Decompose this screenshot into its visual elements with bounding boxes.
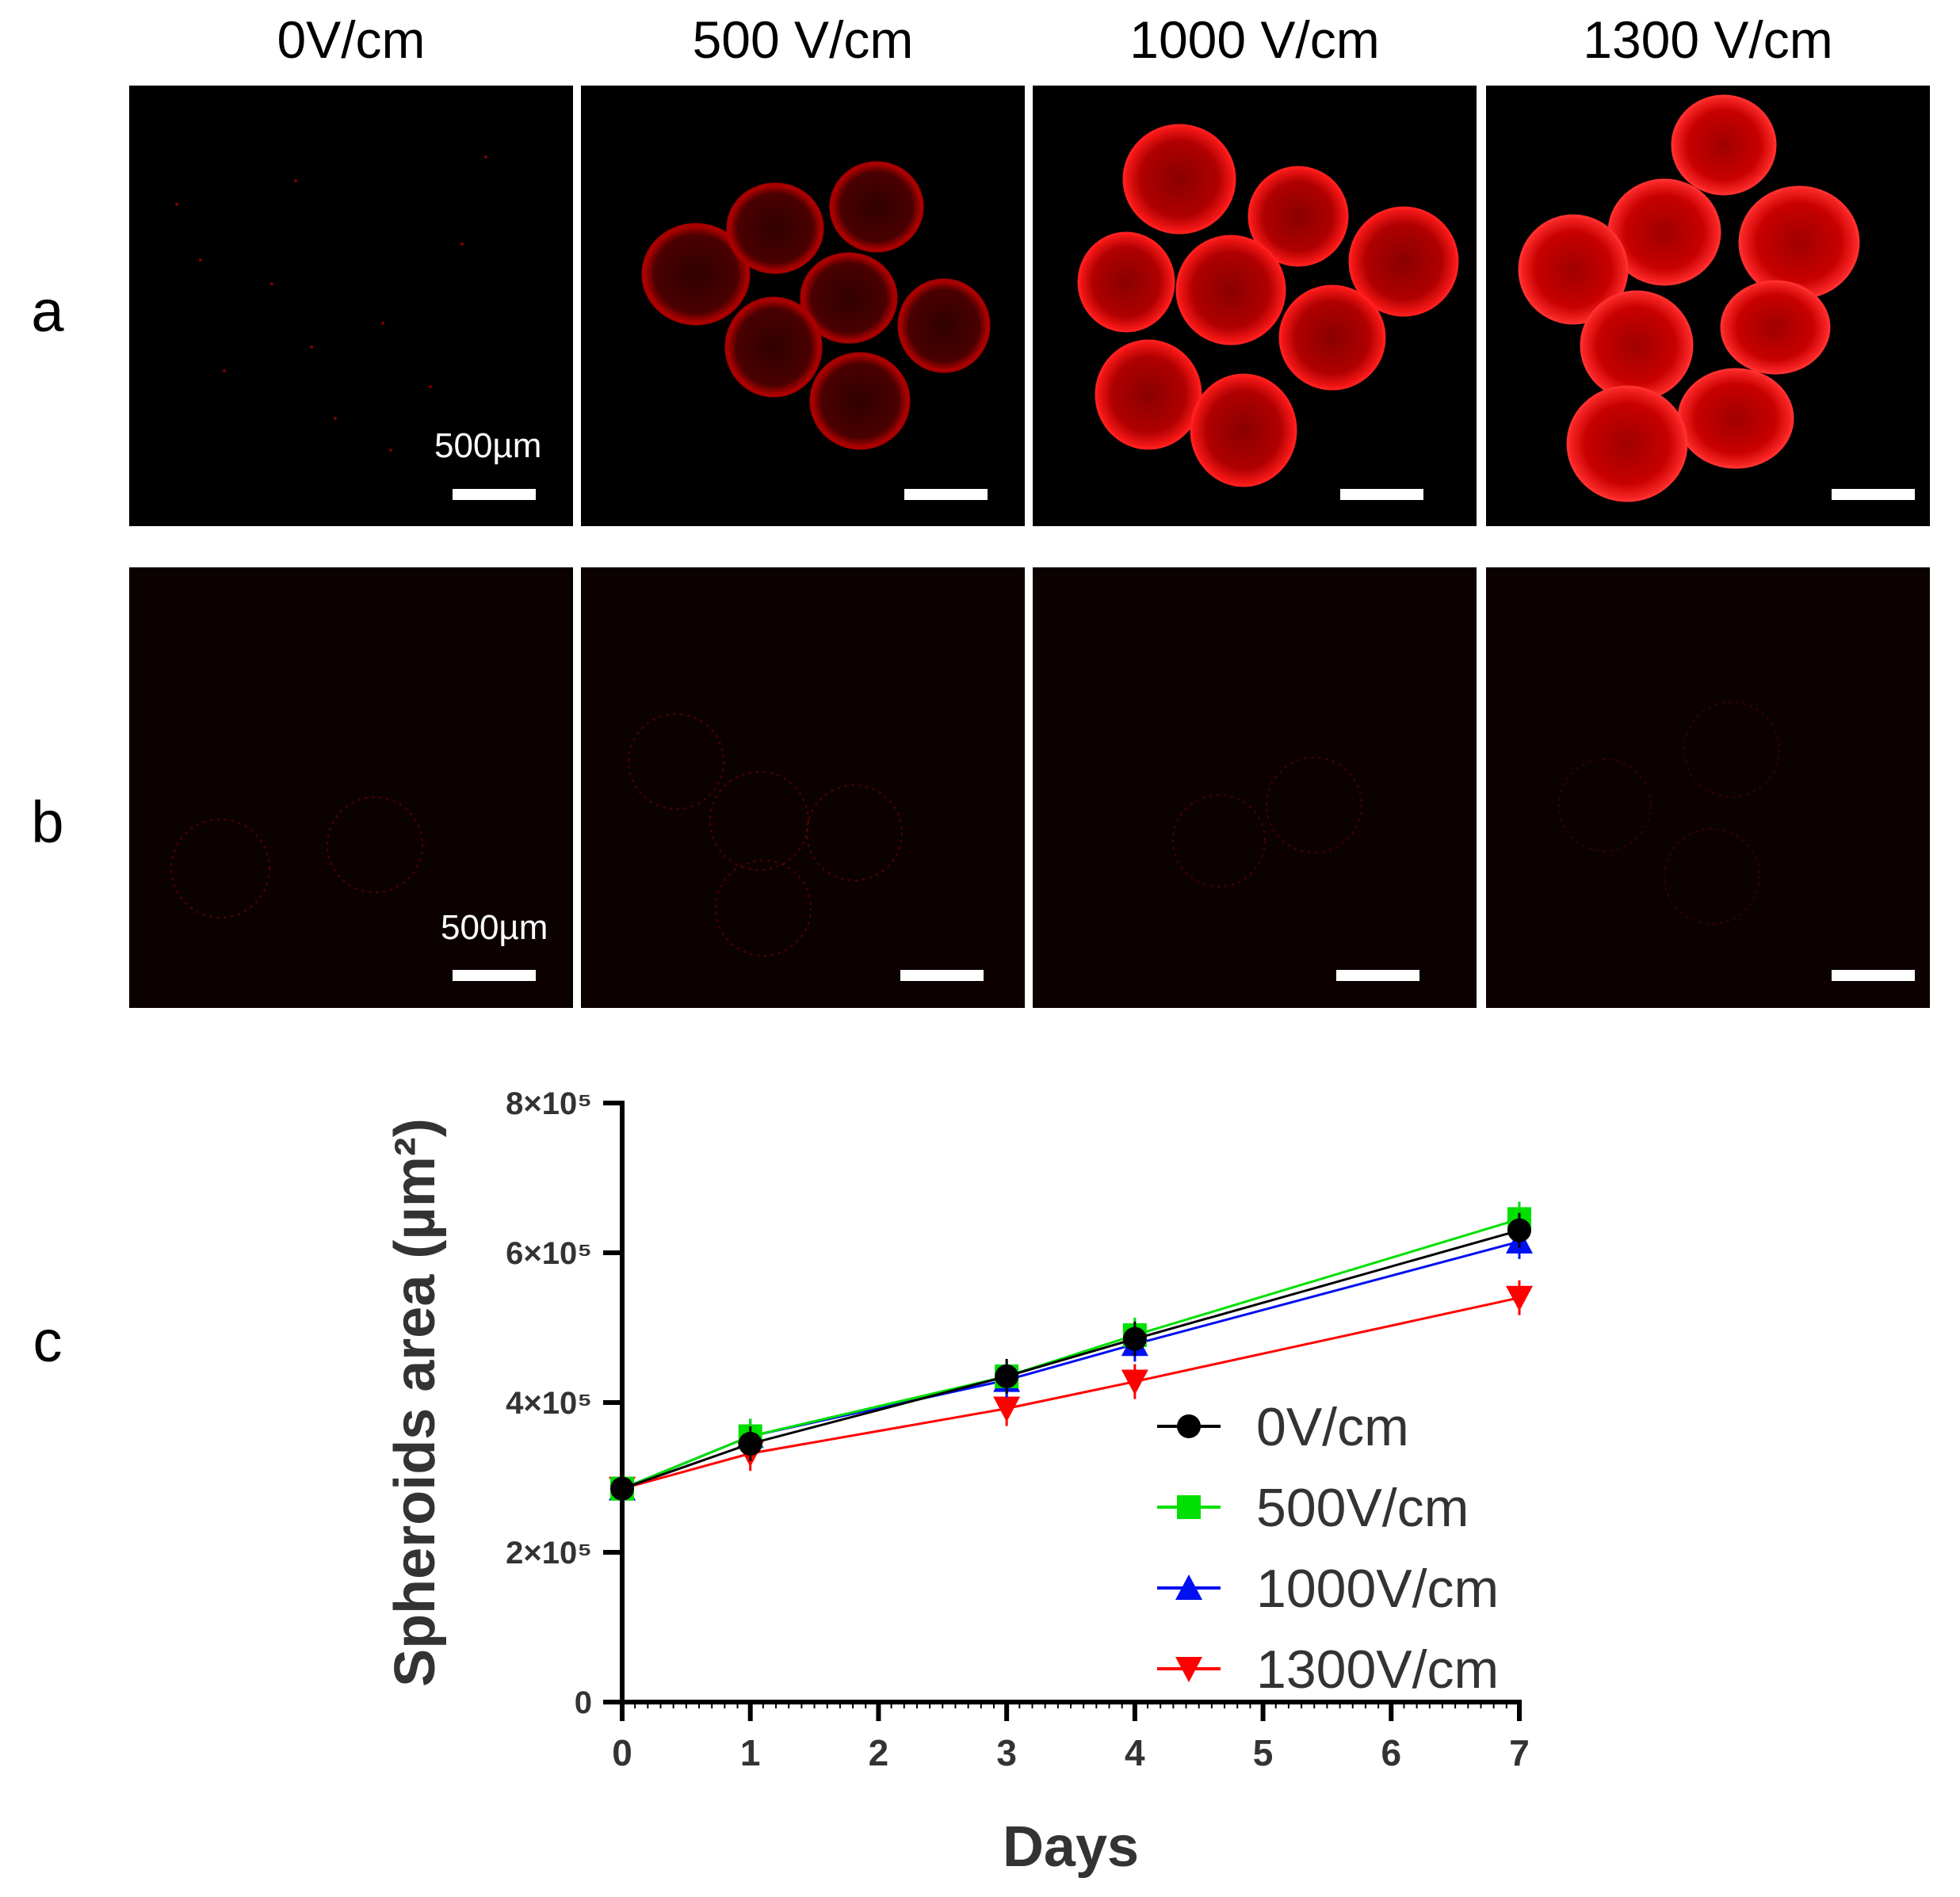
legend-marker: [1177, 1414, 1201, 1438]
legend-label: 1300V/cm: [1256, 1639, 1499, 1700]
column-title-500v: 500 V/cm: [692, 10, 914, 69]
scale-bar-label: 500µm: [441, 908, 548, 947]
scale-bar-label: 500µm: [434, 426, 542, 465]
scale-bar: [1832, 489, 1915, 500]
x-tick-label: 6: [1381, 1732, 1401, 1773]
data-point: [993, 1396, 1021, 1422]
x-tick-label: 3: [996, 1732, 1017, 1773]
scale-bar: [1340, 489, 1423, 500]
y-tick-label: 8×10⁵: [506, 1086, 592, 1121]
legend-marker: [1175, 1657, 1202, 1682]
legend-label: 0V/cm: [1256, 1397, 1409, 1457]
x-tick-label: 1: [740, 1732, 761, 1773]
scale-bar: [904, 489, 988, 500]
faint-spheroid-outlines: [628, 713, 903, 956]
x-tick-label: 4: [1125, 1732, 1145, 1773]
image-b-0v: 500µm: [129, 567, 573, 1008]
image-a-500v: [581, 86, 1025, 526]
data-point: [1122, 1326, 1147, 1351]
legend-label: 1000V/cm: [1256, 1559, 1499, 1619]
data-point: [738, 1431, 762, 1456]
legend-label: 500V/cm: [1256, 1478, 1469, 1538]
x-tick-label: 7: [1509, 1732, 1530, 1773]
faint-spheroid-outlines: [170, 796, 423, 918]
row-label-b: b: [31, 789, 64, 855]
scale-bar: [1336, 970, 1419, 981]
image-b-1300v: [1486, 567, 1930, 1008]
y-tick-label: 0: [575, 1685, 592, 1720]
series-line-1300V/cm: [621, 1296, 1520, 1490]
legend-marker: [1177, 1495, 1201, 1519]
faint-spheroid-outlines: [1558, 701, 1780, 925]
legend-marker: [1175, 1574, 1202, 1600]
y-axis-title: Spheroids area (µm²): [384, 1118, 447, 1687]
scale-bar: [453, 970, 536, 981]
data-point: [1121, 1369, 1148, 1395]
row-label-c: c: [32, 1308, 63, 1374]
x-tick-label: 0: [612, 1732, 632, 1773]
x-axis-title: Days: [1003, 1815, 1139, 1879]
column-title-1000v: 1000 V/cm: [1129, 10, 1380, 69]
image-a-0v: 500µm: [129, 86, 573, 526]
image-a-1300v: [1486, 86, 1930, 526]
sparse-red-dots: [175, 155, 487, 452]
image-b-1000v: [1033, 567, 1477, 1008]
scale-bar: [1832, 970, 1915, 981]
data-point: [610, 1476, 634, 1501]
column-title-0v: 0V/cm: [277, 10, 426, 69]
spheroid-cluster: [1518, 94, 1860, 502]
image-a-1000v: [1033, 86, 1477, 526]
row-label-a: a: [31, 278, 64, 344]
spheroid-cluster: [641, 161, 991, 450]
scale-bar: [900, 970, 984, 981]
y-tick-label: 6×10⁵: [506, 1236, 592, 1271]
data-point: [1507, 1218, 1531, 1242]
y-tick-label: 2×10⁵: [506, 1536, 592, 1571]
image-b-500v: [581, 567, 1025, 1008]
x-tick-label: 5: [1253, 1732, 1274, 1773]
column-title-1300v: 1300 V/cm: [1583, 10, 1833, 69]
data-point: [1506, 1285, 1533, 1311]
spheroid-cluster: [1077, 124, 1459, 487]
x-tick-label: 2: [869, 1732, 889, 1773]
scale-bar: [453, 489, 536, 500]
y-tick-label: 4×10⁵: [506, 1386, 592, 1421]
faint-spheroid-outlines: [1172, 757, 1362, 887]
data-point: [995, 1364, 1019, 1388]
